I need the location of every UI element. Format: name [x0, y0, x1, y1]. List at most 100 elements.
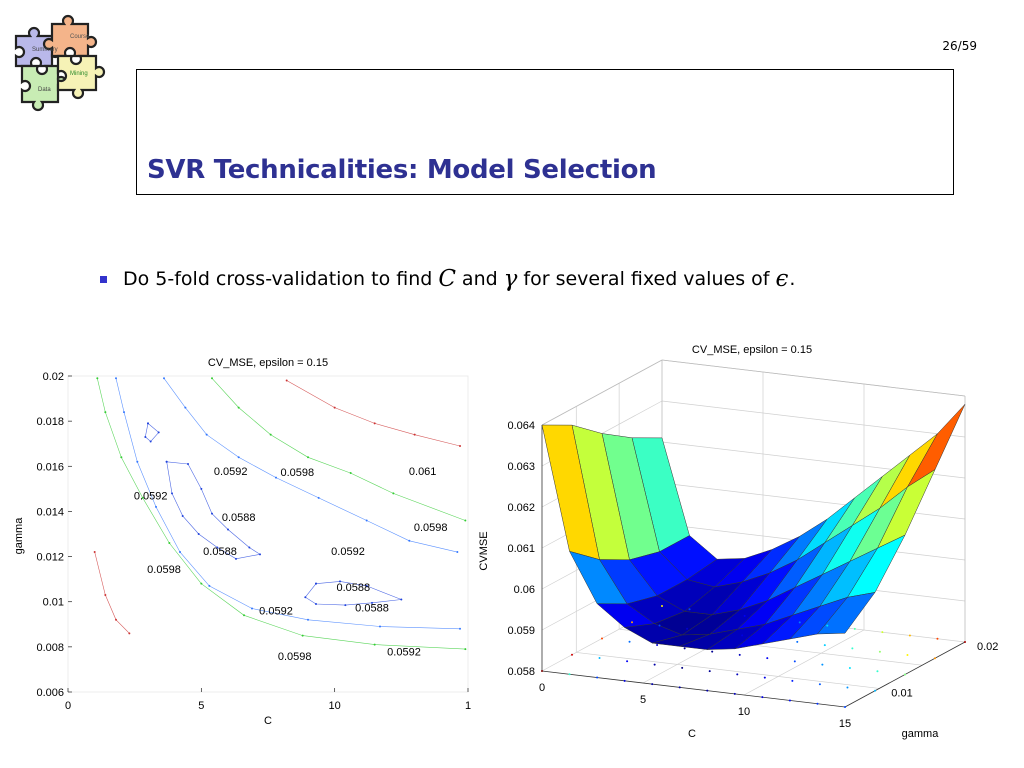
surface-floor-contour-point — [741, 634, 744, 637]
surface-floor-contour-point — [711, 650, 714, 653]
bullet-end: . — [789, 268, 796, 290]
contour-line — [286, 380, 461, 447]
contour-level-label: 0.0588 — [222, 512, 256, 524]
contour-line — [94, 552, 130, 634]
surface-floor-contour-point — [706, 689, 709, 692]
contour-point — [128, 632, 131, 635]
surface-chart: CV_MSE, epsilon = 0.15 C gamma CVMSE 0.0… — [470, 336, 1000, 751]
contour-point — [456, 551, 459, 554]
contour-x-tick-label: 1 — [465, 700, 471, 712]
surface-floor-contour-point — [874, 689, 876, 692]
contour-y-tick-label: 0.018 — [36, 416, 64, 428]
surface-floor-contour-point — [768, 637, 771, 640]
course-logo: Summary Course Mining Data — [8, 10, 114, 114]
surface-floor-contour-point — [791, 679, 794, 682]
logo-piece-course: Course — [70, 34, 90, 40]
contour-point — [301, 634, 304, 637]
contour-x-tick-label: 0 — [65, 700, 71, 712]
surface-floor-contour-point — [848, 666, 851, 669]
contour-line — [115, 378, 461, 630]
contour-point — [200, 487, 203, 490]
surface-z-tick-label: 0.064 — [507, 420, 535, 432]
contour-point — [200, 582, 203, 585]
contour-line — [144, 423, 160, 442]
surface-floor-contour-point — [681, 666, 684, 669]
contour-point — [96, 377, 99, 380]
contour-point — [315, 602, 317, 605]
contour-point — [459, 627, 461, 630]
surface-y-axis-label: gamma — [902, 728, 940, 740]
surface-floor-contour-point — [771, 618, 774, 621]
surface-box-edge — [661, 359, 966, 397]
math-var-epsilon: ϵ — [775, 266, 789, 292]
surface-floor-contour-point — [934, 657, 936, 660]
surface-floor-contour-point — [904, 673, 906, 676]
logo-piece-summary: Summary — [32, 47, 58, 53]
contour-point — [373, 422, 376, 425]
contour-x-tick-label: 10 — [329, 700, 341, 712]
contour-point — [205, 433, 208, 436]
surface-y-tick-label: 0.02 — [977, 641, 998, 653]
surface-floor-contour-point — [736, 673, 739, 676]
page-number: 26/59 — [942, 39, 977, 53]
contour-point — [187, 463, 189, 466]
bullet-text-after: for several fixed values of — [523, 268, 770, 290]
contour-point — [136, 460, 139, 463]
surface-floor-contour-point — [601, 637, 603, 640]
contour-level-label: 0.0592 — [214, 466, 248, 478]
contour-point — [365, 519, 368, 522]
surface-floor-contour-point — [598, 657, 601, 660]
contour-point — [216, 546, 219, 549]
contour-level-label: 0.0588 — [337, 582, 371, 594]
surface-floor-contour-point — [653, 663, 656, 666]
contour-line — [211, 378, 466, 521]
contour-y-tick-label: 0.006 — [36, 687, 64, 699]
surface-floor-contour-point — [936, 637, 939, 640]
surface-floor-contour-point — [596, 676, 599, 679]
surface-plot-svg: CV_MSE, epsilon = 0.15 C gamma CVMSE 0.0… — [478, 344, 998, 740]
surface-floor-contour-point — [964, 641, 966, 643]
contour-point — [211, 377, 213, 380]
surface-floor-contour-point — [908, 634, 911, 637]
contour-point — [104, 593, 107, 596]
contour-level-label: 0.0588 — [355, 602, 389, 614]
surface-floor-contour-point — [743, 614, 746, 617]
contour-point — [275, 476, 277, 479]
contour-point — [237, 406, 240, 409]
contour-y-tick-label: 0.012 — [36, 552, 64, 564]
contour-point — [208, 584, 211, 587]
contour-level-label: 0.061 — [409, 466, 437, 478]
surface-floor-contour-point — [826, 624, 829, 627]
contour-point — [168, 542, 171, 545]
contour-point — [349, 472, 352, 475]
logo-piece-mining: Mining — [70, 71, 88, 77]
surface-floor-contour-point — [716, 611, 719, 614]
contour-level-label: 0.0598 — [281, 467, 315, 479]
contour-point — [171, 492, 173, 495]
surface-floor-contour-point — [798, 621, 801, 624]
contour-point — [120, 456, 123, 459]
contour-y-tick-label: 0.008 — [36, 642, 64, 654]
surface-floor-contour-point — [793, 660, 796, 663]
contour-plot-frame — [67, 375, 469, 693]
surface-floor-contour-point — [823, 644, 826, 647]
surface-grid-line — [743, 629, 865, 696]
bullet-square-icon — [100, 275, 107, 283]
contour-point — [157, 431, 160, 434]
surface-x-tick-label: 5 — [640, 694, 646, 706]
surface-grid-line — [576, 652, 880, 689]
contour-point — [413, 433, 416, 436]
surface-floor-contour-point — [906, 653, 909, 656]
contour-point — [197, 533, 200, 535]
contour-level-label: 0.0592 — [134, 491, 168, 503]
surface-floor-contour-point — [851, 647, 854, 650]
contour-point — [269, 433, 272, 436]
surface-x-axis — [541, 670, 846, 708]
contour-point — [259, 553, 261, 556]
contour-point — [163, 377, 165, 380]
surface-floor-contour-point — [626, 660, 629, 663]
contour-point — [227, 528, 229, 531]
surface-floor-contour-point — [878, 650, 881, 653]
contour-level-label: 0.0592 — [259, 606, 293, 618]
contour-x-tick-label: 5 — [198, 700, 204, 712]
